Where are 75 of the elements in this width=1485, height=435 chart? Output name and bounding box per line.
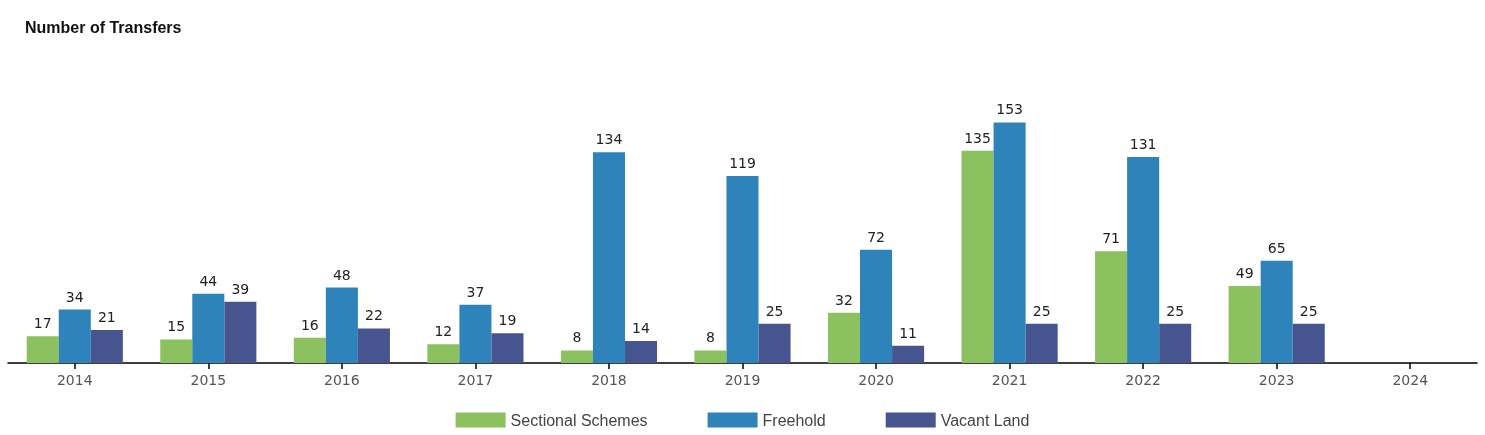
x-tick-label: 2016 xyxy=(324,372,360,388)
data-label: 12 xyxy=(434,323,453,340)
x-tick-label: 2022 xyxy=(1125,372,1161,388)
data-label: 131 xyxy=(1129,136,1157,153)
bar xyxy=(624,340,658,363)
bar xyxy=(26,336,59,363)
bar xyxy=(192,293,225,363)
bar xyxy=(491,333,524,363)
data-label: 17 xyxy=(33,315,52,332)
data-label: 19 xyxy=(498,312,517,329)
data-label: 65 xyxy=(1267,239,1286,256)
data-label: 134 xyxy=(595,131,623,148)
x-tick-label: 2014 xyxy=(56,372,93,388)
bar xyxy=(1228,285,1261,363)
data-label: 37 xyxy=(466,283,485,300)
x-tick-label: 2015 xyxy=(190,372,227,388)
bar xyxy=(357,328,390,363)
legend-label: Sectional Schemes xyxy=(510,411,648,429)
bar xyxy=(224,301,257,363)
x-tick-label: 2021 xyxy=(991,372,1028,388)
x-tick-label: 2020 xyxy=(858,372,894,388)
bar xyxy=(293,337,326,363)
data-label: 119 xyxy=(729,154,756,171)
data-label: 34 xyxy=(65,288,84,305)
data-label: 71 xyxy=(1102,230,1120,247)
data-label: 32 xyxy=(835,291,853,308)
legend-label: Vacant Land xyxy=(940,411,1030,429)
bar xyxy=(427,344,460,363)
data-label: 21 xyxy=(97,308,116,325)
bar xyxy=(592,152,625,363)
data-label: 44 xyxy=(199,272,218,289)
x-tick-label: 2017 xyxy=(457,372,494,388)
data-label: 153 xyxy=(996,101,1023,118)
data-label: 8 xyxy=(572,329,582,346)
bar xyxy=(827,312,861,363)
bar xyxy=(1260,260,1293,363)
bar xyxy=(961,150,994,363)
bar xyxy=(160,339,193,363)
chart-title: Number of Transfers xyxy=(25,18,182,36)
x-tick-label: 2023 xyxy=(1258,372,1295,388)
data-label: 16 xyxy=(300,316,319,333)
data-label: 15 xyxy=(167,318,186,335)
bar xyxy=(459,304,492,363)
data-label: 25 xyxy=(765,302,784,319)
bar xyxy=(726,175,759,363)
bar xyxy=(90,329,123,363)
data-label: 135 xyxy=(964,129,991,146)
bar xyxy=(694,350,727,363)
bar xyxy=(325,287,358,363)
x-tick-label: 2024 xyxy=(1392,372,1429,388)
data-label: 39 xyxy=(231,280,250,297)
bar xyxy=(560,350,593,363)
bar xyxy=(1025,323,1058,363)
bar xyxy=(993,122,1026,363)
bar xyxy=(1095,251,1128,363)
bar xyxy=(892,345,925,363)
bar xyxy=(758,323,791,363)
bar xyxy=(58,309,91,363)
data-label: 48 xyxy=(332,266,351,283)
data-label: 22 xyxy=(365,307,383,324)
x-tick-label: 2019 xyxy=(724,372,761,388)
data-label: 14 xyxy=(632,319,650,336)
bar xyxy=(1159,323,1192,363)
data-label: 49 xyxy=(1235,264,1254,281)
x-tick-label: 2018 xyxy=(591,372,627,388)
data-label: 25 xyxy=(1299,302,1318,319)
bar xyxy=(860,249,893,363)
legend-label: Freehold xyxy=(762,411,826,429)
data-label: 25 xyxy=(1032,302,1051,319)
data-label: 11 xyxy=(899,324,918,341)
data-label: 72 xyxy=(867,228,885,245)
bar xyxy=(1127,157,1160,363)
data-label: 25 xyxy=(1166,302,1185,319)
bar xyxy=(1292,323,1325,363)
data-label: 8 xyxy=(705,329,715,346)
